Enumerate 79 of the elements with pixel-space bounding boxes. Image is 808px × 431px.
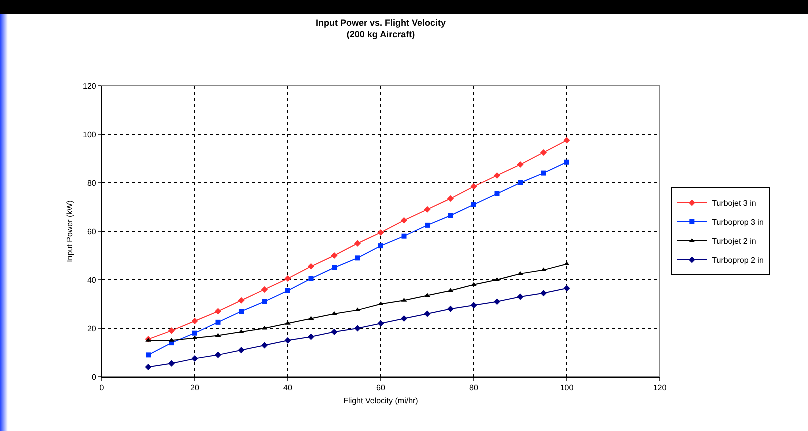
point bbox=[494, 172, 500, 179]
x-tick-label: 120 bbox=[653, 384, 668, 393]
point bbox=[308, 263, 314, 270]
point bbox=[564, 285, 570, 292]
x-tick-label: 60 bbox=[376, 384, 386, 393]
point bbox=[517, 294, 524, 300]
y-tick-label: 120 bbox=[83, 82, 97, 91]
point bbox=[332, 265, 337, 270]
point bbox=[192, 356, 198, 362]
point bbox=[286, 288, 290, 294]
point bbox=[354, 240, 361, 247]
x-axis-title: Flight Velocity (mi/hr) bbox=[344, 396, 419, 406]
point bbox=[168, 328, 175, 334]
point bbox=[564, 160, 570, 165]
point bbox=[284, 276, 292, 282]
y-tick-label: 20 bbox=[87, 324, 97, 334]
point bbox=[471, 282, 477, 286]
point bbox=[146, 352, 151, 358]
x-tick-label: 0 bbox=[100, 384, 105, 393]
point bbox=[494, 191, 500, 196]
point bbox=[564, 137, 570, 144]
point bbox=[262, 342, 268, 349]
point bbox=[425, 222, 430, 228]
point bbox=[262, 286, 268, 293]
point bbox=[472, 202, 476, 208]
point bbox=[401, 316, 408, 322]
x-tick-label: 100 bbox=[560, 384, 574, 393]
point bbox=[378, 229, 384, 236]
point bbox=[494, 298, 500, 306]
point bbox=[378, 244, 384, 249]
point bbox=[331, 328, 338, 336]
y-tick-label: 40 bbox=[87, 276, 97, 285]
point bbox=[448, 213, 454, 218]
point bbox=[192, 318, 198, 324]
point bbox=[238, 297, 245, 304]
point bbox=[331, 252, 338, 259]
point bbox=[424, 206, 431, 213]
point bbox=[424, 310, 431, 318]
point bbox=[215, 308, 222, 315]
point bbox=[518, 180, 523, 186]
point bbox=[262, 299, 268, 304]
legend-label: Turbojet 2 in bbox=[712, 237, 756, 246]
point bbox=[354, 325, 361, 332]
point bbox=[540, 290, 547, 297]
point bbox=[448, 306, 454, 312]
point bbox=[448, 196, 454, 202]
point bbox=[308, 334, 314, 340]
point bbox=[355, 256, 360, 261]
y-tick-label: 80 bbox=[87, 178, 97, 188]
legend-label: Turboprop 2 in bbox=[712, 256, 764, 266]
point bbox=[541, 170, 546, 176]
point bbox=[145, 364, 152, 371]
y-tick-label: 100 bbox=[83, 130, 97, 140]
point bbox=[215, 352, 222, 358]
legend-label: Turboprop 3 in bbox=[712, 218, 764, 228]
point bbox=[540, 149, 547, 156]
point bbox=[470, 302, 478, 309]
y-tick-label: 60 bbox=[87, 227, 97, 236]
point bbox=[238, 347, 245, 354]
x-tick-label: 80 bbox=[470, 384, 479, 393]
point bbox=[401, 217, 408, 224]
point bbox=[378, 320, 384, 327]
point bbox=[402, 234, 407, 239]
x-tick-label: 20 bbox=[190, 384, 200, 393]
point bbox=[239, 309, 244, 314]
chart-title: Input Power vs. Flight Velocity bbox=[316, 18, 446, 28]
chart-subtitle: (200 kg Aircraft) bbox=[346, 30, 416, 40]
point bbox=[517, 162, 524, 168]
point bbox=[424, 293, 430, 298]
x-tick-label: 40 bbox=[284, 384, 293, 393]
legend-label: Turbojet 3 in bbox=[712, 199, 756, 208]
point bbox=[284, 337, 292, 344]
point bbox=[192, 330, 198, 336]
y-axis-title: Input Power (kW) bbox=[66, 200, 75, 262]
point bbox=[216, 320, 221, 325]
y-tick-label: 0 bbox=[92, 372, 97, 382]
point bbox=[308, 276, 314, 282]
point bbox=[470, 183, 478, 190]
point bbox=[168, 360, 175, 367]
